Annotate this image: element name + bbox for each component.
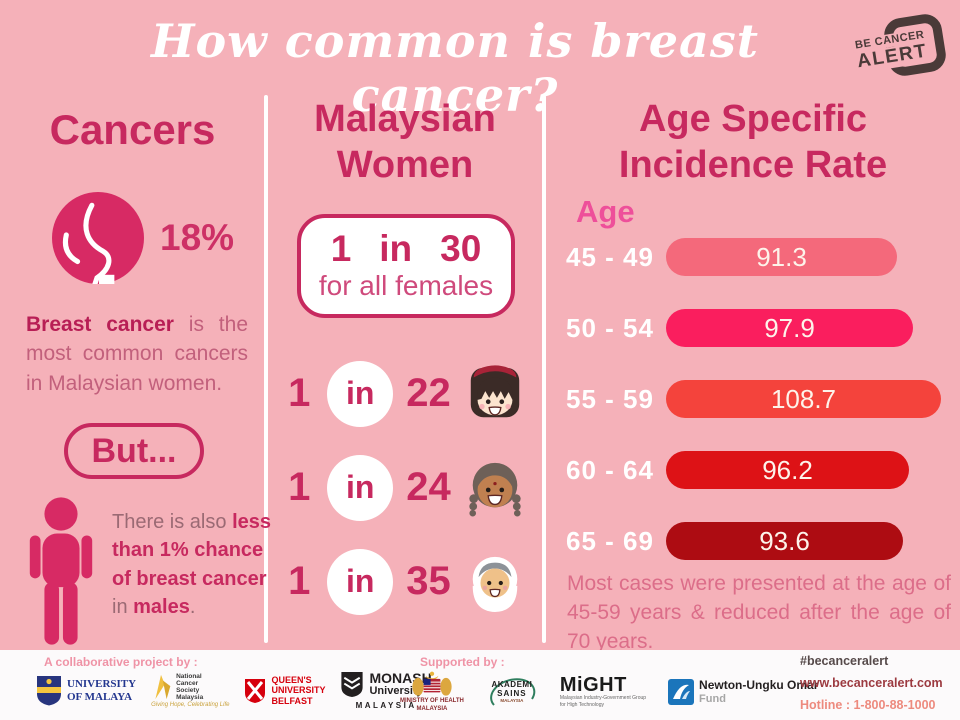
contact-block: #becanceralert www.becanceralert.com Hot…: [800, 654, 943, 712]
ncsm-logo: National Cancer Society Malaysia Giving …: [151, 672, 230, 709]
malaysia-coat-of-arms-icon: [412, 671, 452, 696]
university-of-malaya-logo: UNIVERSITY OF MALAYA: [36, 675, 136, 706]
supporter-logos: MINISTRY OF HEALTH MALAYSIA AKADEMI SAIN…: [400, 670, 818, 714]
one-in-30-box: 1 in 30 for all females: [297, 214, 515, 318]
age-axis-label: Age: [576, 194, 635, 229]
age-range-label: 60 - 64: [566, 454, 654, 485]
age-incidence-heading: Age Specific Incidence Rate: [618, 98, 888, 187]
one-in-30-figures: 1 in 30: [330, 228, 482, 269]
incidence-bar: 96.2: [666, 451, 909, 489]
breast-stat-group: 18%: [52, 192, 234, 284]
breast-icon: [52, 192, 144, 284]
asm-arc-icon: [490, 678, 536, 706]
incidence-bar: 93.6: [666, 522, 903, 560]
ncsm-tagline: Giving Hope, Celebrating Life: [151, 702, 230, 709]
column-divider: [264, 95, 268, 643]
chart-row: 50 - 54 97.9: [560, 309, 958, 347]
ratio-row-chinese: 1 in 22: [266, 360, 544, 427]
ncsm-ribbon-icon: [155, 674, 171, 700]
incidence-bar: 97.9: [666, 309, 913, 347]
incidence-bar: 91.3: [666, 238, 897, 276]
in-circle-badge: in: [327, 454, 394, 521]
supported-by-label: Supported by :: [420, 655, 505, 669]
age-range-label: 50 - 54: [566, 312, 654, 343]
breast-cancer-paragraph: Breast cancer is the most common cancers…: [26, 313, 248, 395]
chart-row: 55 - 59 108.7: [560, 380, 958, 418]
chart-row: 60 - 64 96.2: [560, 451, 958, 489]
be-cancer-alert-logo: BE CANCER ALERT: [851, 8, 950, 98]
incidence-bar: 108.7: [666, 380, 941, 418]
newton-ungku-omar-fund-logo: Newton-Ungku Omar Fund: [668, 678, 818, 705]
age-range-label: 65 - 69: [566, 525, 654, 556]
breast-cancer-percentage: 18%: [160, 217, 235, 258]
age-range-label: 45 - 49: [566, 241, 654, 272]
qub-shield-icon: [245, 678, 266, 703]
newton-fund-icon: [668, 678, 695, 705]
indian-girl-icon: [469, 462, 521, 516]
monash-shield-icon: [341, 671, 364, 698]
ethnic-ratio-list: 1 in 22 1 in 24: [266, 360, 544, 615]
age-incidence-chart: 45 - 49 91.3 50 - 54 97.9 55 - 59 108.7 60 - 6…: [560, 238, 958, 593]
male-stat-group: There is also less than 1% chance of bre…: [22, 496, 272, 648]
page-title: How common is breast cancer?: [151, 14, 759, 122]
hotline-text: Hotline : 1-800-88-1000: [800, 698, 936, 712]
chart-row: 65 - 69 93.6: [560, 522, 958, 560]
chart-row: 45 - 49 91.3: [560, 238, 958, 276]
malay-girl-icon: [472, 556, 518, 612]
hashtag-text: #becanceralert: [800, 654, 889, 668]
one-in-30-caption: for all females: [318, 270, 494, 301]
collaboration-label: A collaborative project by :: [44, 655, 198, 669]
ministry-of-health-logo: MINISTRY OF HEALTH MALAYSIA: [400, 670, 464, 714]
male-figure-icon: [29, 497, 93, 645]
ratio-row-malay: 1 in 35: [266, 548, 544, 615]
age-range-label: 55 - 59: [566, 383, 654, 414]
but-callout: But...: [64, 423, 204, 479]
um-shield-icon: [37, 676, 61, 706]
might-logo: MiGHT Malaysian Industry-Government Grou…: [559, 674, 647, 708]
website-text: www.becanceralert.com: [800, 676, 943, 690]
chinese-girl-icon: [470, 364, 519, 417]
column-divider: [542, 95, 546, 643]
partner-logos: UNIVERSITY OF MALAYA National Cancer Soc…: [36, 671, 432, 710]
malaysian-women-heading: Malaysian Women: [314, 98, 496, 187]
incidence-note: Most cases were presented at the age of …: [567, 572, 951, 653]
ratio-row-indian: 1 in 24: [266, 454, 544, 521]
akademi-sains-malaysia-logo: AKADEMI SAINS MALAYSIA: [486, 671, 538, 713]
footer-band: A collaborative project by : UNIVERSITY …: [0, 650, 960, 720]
queens-university-belfast-logo: QUEEN'S UNIVERSITY BELFAST: [244, 675, 325, 706]
in-circle-badge: in: [327, 548, 394, 615]
male-cancer-paragraph: There is also less than 1% chance of bre…: [112, 511, 271, 619]
cancers-heading: Cancers: [49, 106, 216, 153]
in-circle-badge: in: [327, 360, 394, 427]
